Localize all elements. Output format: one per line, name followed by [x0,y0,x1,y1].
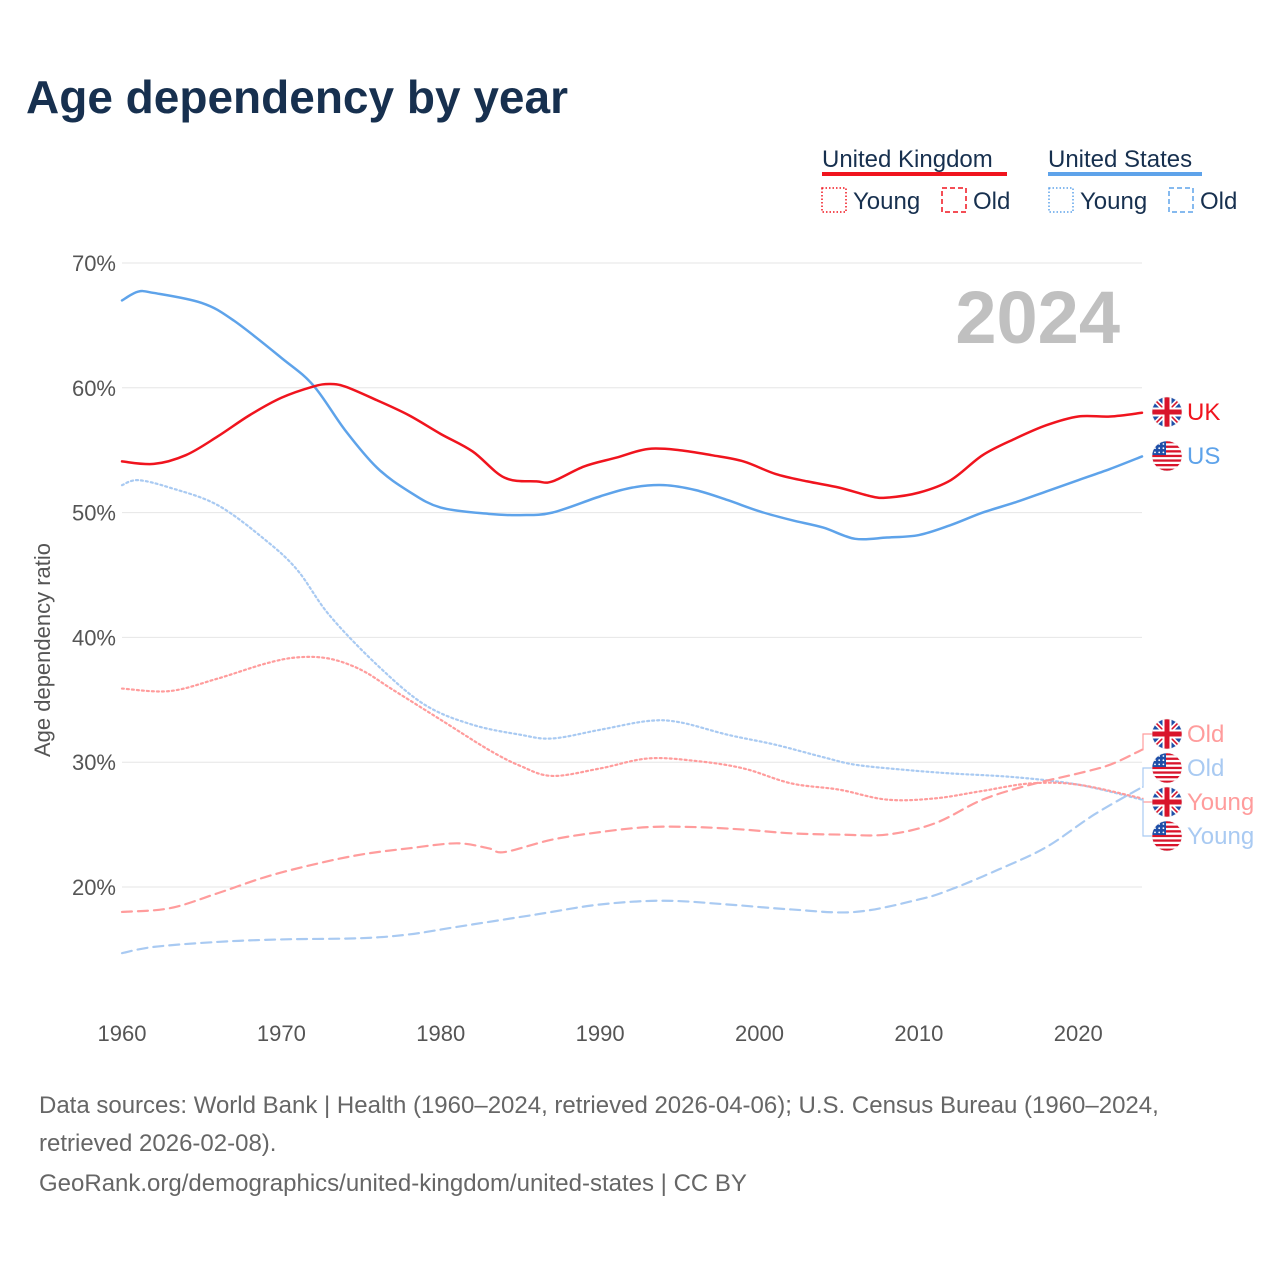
legend-uk-young-swatch [821,187,847,213]
end-label-uk-young: Young [1187,789,1254,816]
x-axis: 1960 1970 1980 1990 2000 2010 2020 [98,1021,1103,1046]
end-labels: UK US Old Old Young Young [1142,396,1254,852]
x-tick-label: 1990 [576,1021,625,1046]
us-flag-icon [1151,820,1183,852]
legend-us-young[interactable]: Young [1080,188,1147,215]
y-tick-label: 20% [72,875,116,900]
y-tick-label: 70% [72,251,116,276]
y-tick-label: 30% [72,750,116,775]
end-label-us-total: US [1187,443,1220,470]
legend-uk-heading[interactable]: United Kingdom [822,146,993,173]
legend-uk-old-swatch [941,187,967,213]
end-label-us-old: Old [1187,755,1224,782]
series-line-uk-total[interactable] [120,382,1144,500]
uk-flag-icon [1151,718,1183,750]
x-tick-label: 2020 [1054,1021,1103,1046]
series-line-uk-young[interactable] [120,655,1144,802]
uk-flag-icon [1151,786,1183,818]
end-label-leader [1142,799,1152,837]
end-label-uk-old: Old [1187,721,1224,748]
x-tick-label: 2010 [894,1021,943,1046]
legend-uk-old[interactable]: Old [973,188,1010,215]
series-line-uk-old[interactable] [120,748,1144,914]
x-tick-label: 1970 [257,1021,306,1046]
x-tick-label: 1980 [416,1021,465,1046]
year-watermark: 2024 [955,276,1120,359]
y-axis-label: Age dependency ratio [30,543,55,757]
x-tick-label: 1960 [98,1021,147,1046]
series-line-us-old[interactable] [120,786,1144,955]
us-flag-icon [1151,752,1183,784]
footer-sources-2: retrieved 2026-02-08). [39,1130,276,1157]
y-tick-label: 60% [72,376,116,401]
series-lines [120,289,1144,955]
footer-link[interactable]: GeoRank.org/demographics/united-kingdom/… [39,1170,747,1197]
legend: United Kingdom Young Old United States Y… [821,146,1237,215]
y-axis: 20% 30% 40% 50% 60% 70% [72,251,116,900]
chart-title: Age dependency by year [26,71,568,123]
y-tick-label: 50% [72,501,116,526]
legend-us-heading[interactable]: United States [1048,146,1192,173]
legend-uk-young[interactable]: Young [853,188,920,215]
footer-sources-1: Data sources: World Bank | Health (1960–… [39,1092,1159,1119]
legend-us-old-swatch [1168,187,1194,213]
legend-uk-swatch [822,172,1007,176]
legend-us-old[interactable]: Old [1200,188,1237,215]
uk-flag-icon [1151,396,1183,428]
end-label-leader [1142,733,1152,751]
legend-us-young-swatch [1048,187,1074,213]
us-flag-icon [1151,440,1183,472]
x-tick-label: 2000 [735,1021,784,1046]
end-label-leader [1142,767,1152,788]
y-tick-label: 40% [72,625,116,650]
legend-us-swatch [1048,172,1202,176]
end-label-uk-total: UK [1187,399,1220,426]
series-line-us-young[interactable] [120,479,1144,801]
series-line-us-total[interactable] [120,289,1144,541]
end-label-us-young: Young [1187,823,1254,850]
gridlines [122,262,1142,888]
